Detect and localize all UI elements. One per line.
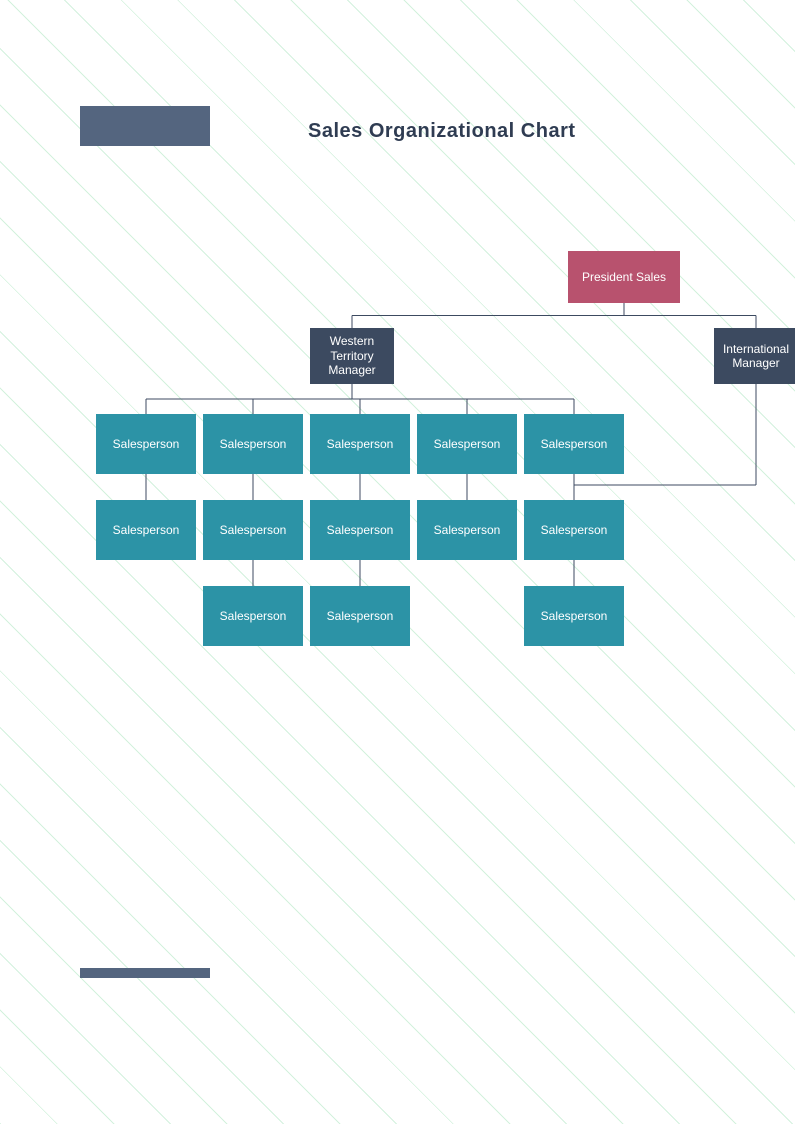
org-node-s13: Salesperson xyxy=(524,586,624,646)
org-node-s2: Salesperson xyxy=(203,414,303,474)
org-node-s12: Salesperson xyxy=(310,586,410,646)
org-node-s11: Salesperson xyxy=(203,586,303,646)
org-node-intl: International Manager xyxy=(714,328,795,384)
org-node-s5: Salesperson xyxy=(524,414,624,474)
org-node-western: Western Territory Manager xyxy=(310,328,394,384)
org-node-s3: Salesperson xyxy=(310,414,410,474)
org-node-s7: Salesperson xyxy=(203,500,303,560)
org-node-s6: Salesperson xyxy=(96,500,196,560)
org-node-s9: Salesperson xyxy=(417,500,517,560)
org-connectors xyxy=(0,0,795,1124)
org-node-s1: Salesperson xyxy=(96,414,196,474)
org-node-s4: Salesperson xyxy=(417,414,517,474)
org-node-president: President Sales xyxy=(568,251,680,303)
org-node-s10: Salesperson xyxy=(524,500,624,560)
org-node-s8: Salesperson xyxy=(310,500,410,560)
